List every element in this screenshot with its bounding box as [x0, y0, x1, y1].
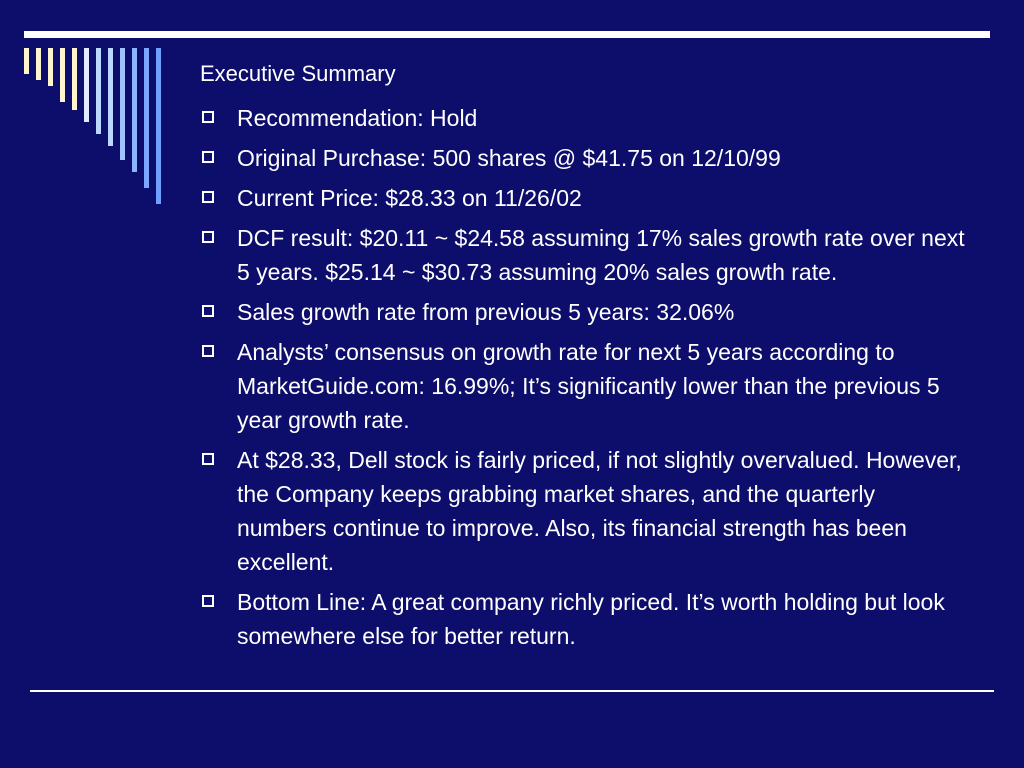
stripe: [72, 48, 77, 110]
stripe: [60, 48, 65, 102]
decorative-stripes: [24, 48, 170, 208]
square-bullet-icon: [202, 595, 214, 607]
square-bullet-icon: [202, 453, 214, 465]
square-bullet-icon: [202, 111, 214, 123]
stripe: [132, 48, 137, 172]
stripe: [144, 48, 149, 188]
bullet-text: Current Price: $28.33 on 11/26/02: [237, 185, 582, 211]
square-bullet-icon: [202, 231, 214, 243]
list-item: Recommendation: Hold: [200, 101, 970, 135]
bullet-text: Sales growth rate from previous 5 years:…: [237, 299, 735, 325]
bullet-text: Bottom Line: A great company richly pric…: [237, 589, 945, 649]
list-item: Sales growth rate from previous 5 years:…: [200, 295, 970, 329]
bullet-text: At $28.33, Dell stock is fairly priced, …: [237, 447, 962, 575]
stripe: [108, 48, 113, 146]
stripe: [84, 48, 89, 122]
stripe: [48, 48, 53, 86]
stripe: [36, 48, 41, 80]
stripe: [24, 48, 29, 74]
slide-title: Executive Summary: [200, 61, 396, 86]
list-item: DCF result: $20.11 ~ $24.58 assuming 17%…: [200, 221, 970, 289]
square-bullet-icon: [202, 345, 214, 357]
square-bullet-icon: [202, 191, 214, 203]
bullet-list: Recommendation: Hold Original Purchase: …: [200, 101, 970, 659]
list-item: Bottom Line: A great company richly pric…: [200, 585, 970, 653]
bullet-text: Recommendation: Hold: [237, 105, 478, 131]
bullet-text: DCF result: $20.11 ~ $24.58 assuming 17%…: [237, 225, 965, 285]
stripe: [120, 48, 125, 160]
top-rule: [24, 31, 990, 38]
list-item: Original Purchase: 500 shares @ $41.75 o…: [200, 141, 970, 175]
stripe: [156, 48, 161, 204]
list-item: At $28.33, Dell stock is fairly priced, …: [200, 443, 970, 579]
list-item: Analysts’ consensus on growth rate for n…: [200, 335, 970, 437]
bullet-text: Analysts’ consensus on growth rate for n…: [237, 339, 940, 433]
square-bullet-icon: [202, 305, 214, 317]
list-item: Current Price: $28.33 on 11/26/02: [200, 181, 970, 215]
stripe: [96, 48, 101, 134]
square-bullet-icon: [202, 151, 214, 163]
bottom-rule: [30, 690, 994, 692]
bullet-text: Original Purchase: 500 shares @ $41.75 o…: [237, 145, 781, 171]
